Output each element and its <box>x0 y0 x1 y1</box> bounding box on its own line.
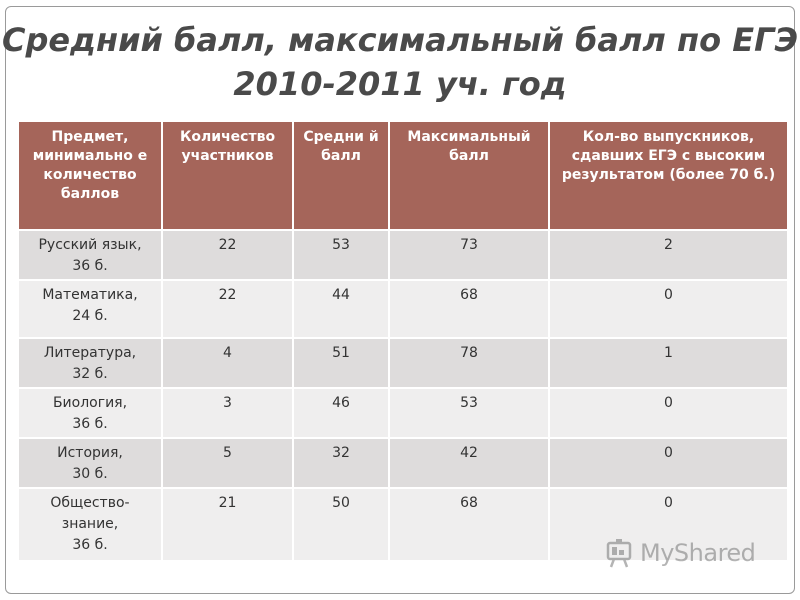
subject-name: Литература, <box>43 345 137 361</box>
header-high-result: Кол-во выпускников, сдавших ЕГЭ с высоки… <box>549 122 787 230</box>
cell-average: 32 <box>293 437 390 488</box>
slide-title: Средний балл, максимальный балл по ЕГЭ 2… <box>0 18 800 106</box>
cell-average: 44 <box>293 279 390 338</box>
subject-min-score: 36 б. <box>72 537 108 553</box>
table-row: Общество- знание, 36 б. 21 50 68 0 <box>19 487 787 560</box>
subject-name: История, <box>57 445 123 461</box>
subject-name: Математика, <box>42 287 138 303</box>
cell-average: 51 <box>293 337 390 388</box>
cell-max: 68 <box>389 279 550 338</box>
cell-subject: Биология, 36 б. <box>19 387 163 438</box>
table-row: Биология, 36 б. 3 46 53 0 <box>19 387 787 438</box>
cell-participants: 5 <box>162 437 294 488</box>
cell-high-result: 0 <box>549 387 787 438</box>
cell-average: 50 <box>293 487 390 560</box>
cell-participants: 3 <box>162 387 294 438</box>
cell-subject: Литература, 32 б. <box>19 337 163 388</box>
cell-max: 42 <box>389 437 550 488</box>
header-subject: Предмет, минимально е количество баллов <box>19 122 163 230</box>
cell-max: 53 <box>389 387 550 438</box>
cell-max: 68 <box>389 487 550 560</box>
table-row: Русский язык, 36 б. 22 53 73 2 <box>19 229 787 280</box>
cell-participants: 4 <box>162 337 294 388</box>
table-row: Математика, 24 б. 22 44 68 0 <box>19 279 787 338</box>
cell-high-result: 0 <box>549 487 787 560</box>
cell-participants: 22 <box>162 279 294 338</box>
subject-name: Русский язык, <box>38 237 142 253</box>
cell-high-result: 0 <box>549 437 787 488</box>
cell-average: 53 <box>293 229 390 280</box>
subject-min-score: 30 б. <box>72 466 108 482</box>
subject-name: Общество- <box>50 495 130 511</box>
subject-name-cont: знание, <box>61 516 119 532</box>
subject-min-score: 36 б. <box>72 416 108 432</box>
cell-high-result: 0 <box>549 279 787 338</box>
header-average: Средни й балл <box>293 122 390 230</box>
cell-subject: Русский язык, 36 б. <box>19 229 163 280</box>
cell-high-result: 1 <box>549 337 787 388</box>
myshared-watermark: MyShared <box>606 537 756 569</box>
cell-participants: 22 <box>162 229 294 280</box>
header-participants: Количество участников <box>162 122 294 230</box>
table-header-row: Предмет, минимально е количество баллов … <box>19 122 787 230</box>
cell-high-result: 2 <box>549 229 787 280</box>
cell-subject: История, 30 б. <box>19 437 163 488</box>
subject-min-score: 32 б. <box>72 366 108 382</box>
watermark-text: MyShared <box>640 539 756 567</box>
cell-subject: Общество- знание, 36 б. <box>19 487 163 560</box>
cell-average: 46 <box>293 387 390 438</box>
results-table: Предмет, минимально е количество баллов … <box>19 122 787 560</box>
cell-max: 78 <box>389 337 550 388</box>
table-row: История, 30 б. 5 32 42 0 <box>19 437 787 488</box>
myshared-logo-icon <box>606 537 636 569</box>
title-line-1: Средний балл, максимальный балл по ЕГЭ <box>2 21 798 59</box>
cell-max: 73 <box>389 229 550 280</box>
cell-participants: 21 <box>162 487 294 560</box>
cell-subject: Математика, 24 б. <box>19 279 163 338</box>
subject-name: Биология, <box>52 395 128 411</box>
table-row: Литература, 32 б. 4 51 78 1 <box>19 337 787 388</box>
title-line-2: 2010-2011 уч. год <box>233 65 567 103</box>
results-table-wrap: Предмет, минимально е количество баллов … <box>19 122 787 560</box>
subject-min-score: 36 б. <box>72 258 108 274</box>
header-max: Максимальный балл <box>389 122 550 230</box>
subject-min-score: 24 б. <box>72 308 108 324</box>
